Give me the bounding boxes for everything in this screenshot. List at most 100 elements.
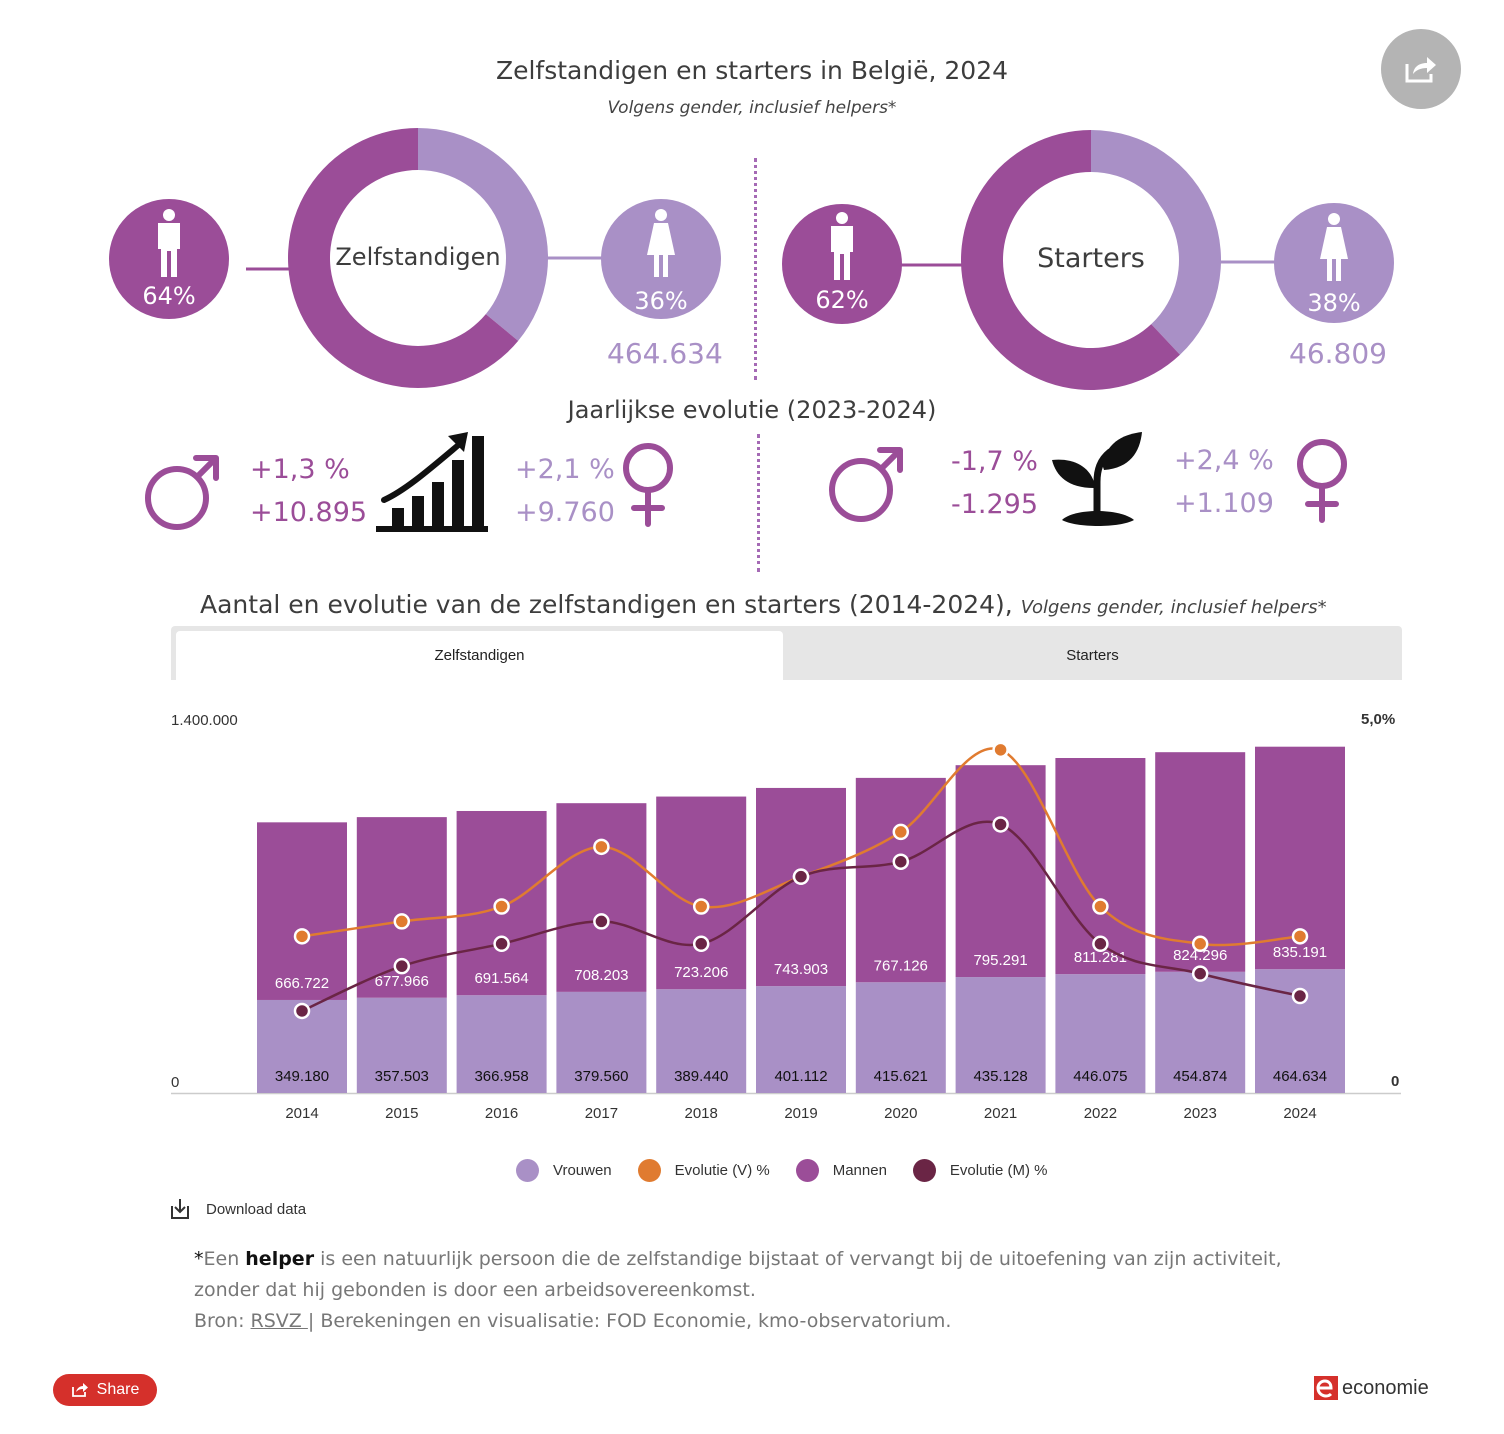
point-evolutie-m-2024[interactable] — [1291, 987, 1309, 1005]
point-evolutie-m-2021[interactable] — [992, 816, 1009, 833]
footnote-helper: helper — [245, 1248, 315, 1270]
point-evolutie-v-2016[interactable] — [493, 898, 510, 915]
donut-label-zelfstandigen: Zelfstandigen — [335, 243, 501, 271]
data-label-mannen-2017: 708.203 — [574, 967, 628, 984]
legend-label-mannen: Mannen — [832, 1162, 887, 1179]
download-label: Download data — [206, 1200, 307, 1218]
legend-dot-evo-v — [637, 1159, 661, 1182]
bar-vrouwen-2019[interactable] — [756, 986, 846, 1093]
y-right-max-label: 5,0% — [1361, 711, 1396, 728]
y-left-min-label: 0 — [171, 1074, 180, 1091]
download-data-button[interactable]: Download data — [170, 1198, 306, 1220]
donut-area — [246, 128, 1276, 390]
data-label-vrouwen-2021: 435.128 — [973, 1068, 1027, 1085]
bar-vrouwen-2021[interactable] — [955, 977, 1046, 1093]
man-icon — [831, 212, 853, 280]
point-evolutie-v-2018[interactable] — [692, 898, 710, 915]
brand: economie — [1314, 1376, 1429, 1400]
y-right-min-label: 0 — [1391, 1073, 1400, 1090]
bar-vrouwen-2016[interactable] — [456, 995, 547, 1093]
legend-item-vrouwen[interactable]: Vrouwen — [516, 1159, 612, 1182]
data-label-mannen-2020: 767.126 — [874, 957, 928, 974]
legend-dot-vrouwen — [516, 1159, 539, 1182]
point-evolutie-m-2019[interactable] — [792, 868, 810, 885]
footnote: *Een helper is een natuurlijk persoon di… — [194, 1244, 1334, 1337]
share-button[interactable]: Share — [53, 1374, 157, 1406]
legend-item-evo-v[interactable]: Evolutie (V) % — [637, 1159, 770, 1182]
bar-mannen-2021[interactable] — [955, 765, 1046, 978]
bar-vrouwen-2020[interactable] — [855, 982, 946, 1093]
bar-vrouwen-2022[interactable] — [1055, 974, 1146, 1093]
data-label-mannen-2024: 835.191 — [1273, 944, 1327, 961]
point-evolutie-v-2022[interactable] — [1092, 898, 1109, 915]
point-evolutie-m-2015[interactable] — [393, 957, 411, 975]
point-evolutie-v-2021[interactable] — [992, 741, 1009, 759]
chart-title: Aantal en evolutie van de zelfstandigen … — [200, 590, 1327, 619]
footnote-pre: Een — [203, 1248, 246, 1270]
legend-label-vrouwen: Vrouwen — [553, 1162, 612, 1179]
women-pct-zelfstandigen: 36% — [634, 287, 688, 315]
bar-mannen-2014[interactable] — [257, 822, 347, 1000]
point-evolutie-m-2020[interactable] — [892, 853, 910, 870]
bar-vrouwen-2015[interactable] — [356, 997, 447, 1093]
data-label-vrouwen-2023: 454.874 — [1173, 1068, 1227, 1085]
x-tick-label-2019: 2019 — [784, 1105, 817, 1122]
x-tick-label-2021: 2021 — [984, 1105, 1017, 1122]
evo-zelf-women-pct: +2,1 % — [515, 454, 615, 485]
women-pct-starters: 38% — [1307, 289, 1361, 317]
bar-mannen-2023[interactable] — [1155, 752, 1246, 972]
data-label-vrouwen-2018: 389.440 — [674, 1068, 728, 1085]
legend-dot-mannen — [795, 1159, 819, 1182]
x-tick-label-2020: 2020 — [884, 1105, 917, 1122]
evo-start-men-pct: -1,7 % — [951, 446, 1038, 477]
tab-starters[interactable]: Starters — [1066, 647, 1119, 664]
donut-zelfstandigen — [287, 128, 548, 388]
woman-icon — [647, 209, 675, 277]
bar-mannen-2017[interactable] — [556, 803, 647, 992]
man-icon — [158, 209, 180, 277]
divider-bottom — [757, 434, 760, 572]
divider-top — [754, 158, 757, 380]
source-link-rsvz[interactable]: RSVZ — [250, 1310, 308, 1332]
data-label-mannen-2014: 666.722 — [275, 975, 329, 992]
x-tick-label-2018: 2018 — [685, 1105, 718, 1122]
x-tick-label-2014: 2014 — [285, 1105, 318, 1122]
bar-vrouwen-2023[interactable] — [1155, 971, 1246, 1093]
x-tick-label-2023: 2023 — [1184, 1105, 1217, 1122]
bar-mannen-2019[interactable] — [756, 787, 846, 987]
page-title: Zelfstandigen en starters in België, 202… — [495, 56, 1009, 85]
tab-zelfstandigen[interactable]: Zelfstandigen — [176, 631, 783, 680]
data-label-mannen-2021: 795.291 — [973, 952, 1027, 969]
bar-mannen-2018[interactable] — [656, 796, 747, 990]
evo-zelf-men-pct: +1,3 % — [250, 454, 350, 485]
point-evolutie-v-2024[interactable] — [1291, 928, 1309, 945]
point-evolutie-v-2020[interactable] — [892, 823, 910, 841]
point-evolutie-v-2015[interactable] — [393, 913, 411, 930]
evolution-title: Jaarlijkse evolutie (2023-2024) — [567, 396, 937, 424]
data-label-vrouwen-2022: 446.075 — [1073, 1068, 1127, 1085]
point-evolutie-m-2016[interactable] — [493, 935, 510, 953]
bar-mannen-2020[interactable] — [855, 777, 946, 983]
donut-starters — [960, 130, 1221, 390]
legend-dot-evo-m — [912, 1159, 936, 1182]
data-label-mannen-2019: 743.903 — [774, 961, 828, 978]
point-evolutie-v-2017[interactable] — [593, 838, 610, 856]
point-evolutie-m-2022[interactable] — [1092, 935, 1109, 953]
point-evolutie-v-2014[interactable] — [293, 928, 311, 945]
legend-label-evo-v: Evolutie (V) % — [674, 1162, 770, 1179]
legend-item-evo-m[interactable]: Evolutie (M) % — [912, 1159, 1047, 1182]
bar-vrouwen-2017[interactable] — [556, 991, 647, 1093]
point-evolutie-m-2017[interactable] — [593, 913, 610, 930]
point-evolutie-m-2023[interactable] — [1191, 965, 1209, 982]
data-label-vrouwen-2020: 415.621 — [874, 1068, 928, 1085]
bar-vrouwen-2018[interactable] — [656, 989, 747, 1093]
legend-item-mannen[interactable]: Mannen — [795, 1159, 887, 1182]
share-round-button[interactable] — [1381, 29, 1461, 109]
x-tick-label-2024: 2024 — [1283, 1105, 1316, 1122]
y-left-max-label: 1.400.000 — [171, 712, 238, 729]
point-evolutie-v-2023[interactable] — [1191, 935, 1209, 953]
point-evolutie-m-2014[interactable] — [293, 1002, 311, 1020]
evo-zelf-women-abs: +9.760 — [515, 497, 615, 528]
female-symbol-icon — [1297, 439, 1347, 523]
point-evolutie-m-2018[interactable] — [692, 935, 710, 953]
